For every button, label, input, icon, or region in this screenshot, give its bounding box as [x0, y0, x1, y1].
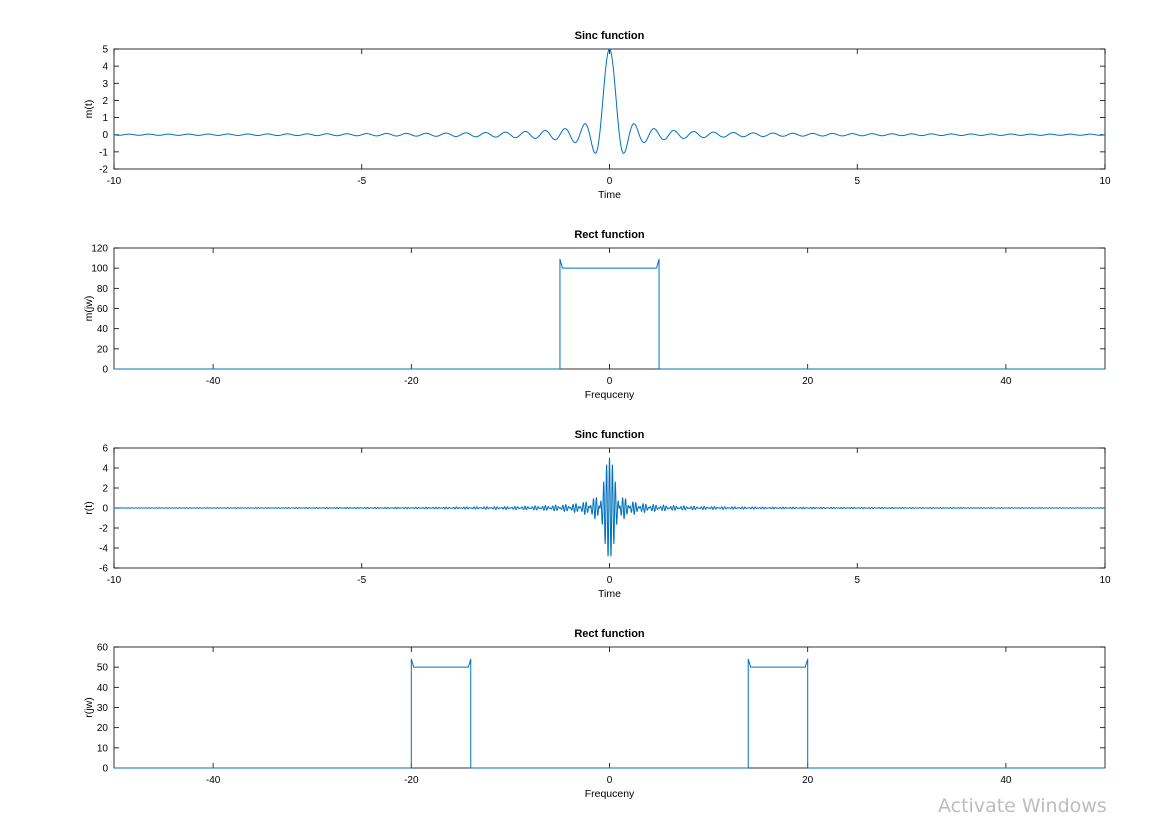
y-tick-label: -2 — [99, 524, 108, 535]
y-tick-label: 60 — [97, 643, 109, 654]
x-tick-label: 10 — [1099, 575, 1111, 586]
series-line — [113, 457, 1106, 557]
y-tick-label: 80 — [97, 284, 109, 295]
activate-windows-watermark: Activate Windows — [938, 795, 1107, 817]
y-tick-label: 40 — [97, 683, 109, 694]
x-tick-label: 40 — [1000, 775, 1012, 786]
x-axis-label: Frequceny — [585, 389, 635, 401]
x-tick-label: 10 — [1099, 176, 1111, 187]
x-tick-label: -20 — [404, 376, 419, 387]
x-tick-label: 20 — [802, 775, 814, 786]
x-tick-label: 40 — [1000, 376, 1012, 387]
x-tick-label: 0 — [607, 376, 613, 387]
chart-title: Rect function — [574, 229, 645, 241]
x-tick-label: -5 — [357, 575, 366, 586]
chart-3: Sinc function -10 -5 0 5 10 -6 -4 -2 0 2 4 6 Time r(t) — [83, 429, 1111, 600]
y-tick-label: 2 — [102, 96, 108, 107]
series-line — [113, 48, 1106, 154]
x-tick-label: -10 — [107, 575, 122, 586]
x-tick-label: 5 — [854, 176, 860, 187]
y-tick-label: 4 — [102, 464, 108, 475]
chart-2: Rect function -40 -20 0 20 40 0 20 40 60 80 100 120 F… — [83, 229, 1106, 401]
x-axis-label: Time — [598, 588, 621, 600]
x-tick-label: 0 — [607, 575, 613, 586]
y-tick-label: 1 — [102, 113, 108, 124]
y-tick-label: 2 — [102, 484, 108, 495]
chart-title: Rect function — [574, 628, 645, 640]
plot-box — [113, 48, 1106, 170]
plot-box — [113, 646, 1106, 769]
y-tick-label: -4 — [99, 544, 108, 555]
x-tick-label: 5 — [854, 575, 860, 586]
y-axis-label: m(t) — [83, 100, 95, 119]
y-tick-label: -2 — [99, 165, 108, 176]
chart-title: Sinc function — [575, 429, 645, 441]
y-tick-label: -1 — [99, 147, 108, 158]
x-tick-label: 0 — [607, 775, 613, 786]
y-tick-label: 50 — [97, 663, 109, 674]
y-tick-label: 60 — [97, 304, 109, 315]
plot-box — [113, 247, 1106, 370]
y-tick-label: 30 — [97, 703, 109, 714]
chart-title: Sinc function — [575, 30, 645, 42]
y-tick-label: 10 — [97, 743, 109, 754]
y-tick-label: 20 — [97, 344, 109, 355]
y-axis-label: m(jw) — [83, 296, 95, 322]
y-tick-label: 40 — [97, 324, 109, 335]
y-tick-label: 6 — [102, 444, 108, 455]
y-axis-label: r(t) — [83, 501, 95, 514]
x-tick-label: -5 — [357, 176, 366, 187]
y-tick-label: 3 — [102, 79, 108, 90]
x-axis-label: Time — [598, 189, 621, 201]
x-tick-label: -40 — [206, 775, 221, 786]
y-tick-label: 0 — [102, 365, 108, 376]
y-tick-label: 120 — [91, 244, 108, 255]
x-tick-label: -10 — [107, 176, 122, 187]
y-tick-label: 0 — [102, 764, 108, 775]
x-tick-label: -40 — [206, 376, 221, 387]
series-line — [114, 658, 1105, 769]
y-tick-label: -6 — [99, 564, 108, 575]
chart-4: Rect function -40 -20 0 20 40 0 10 20 30 40 50 60 Fre… — [83, 628, 1106, 800]
y-axis-label: r(jw) — [83, 697, 95, 717]
series-line — [114, 258, 1105, 370]
x-axis-label: Frequceny — [585, 788, 635, 800]
y-tick-label: 5 — [102, 45, 108, 56]
y-tick-label: 20 — [97, 723, 109, 734]
y-tick-label: 4 — [102, 62, 108, 73]
y-tick-label: 100 — [91, 264, 108, 275]
x-tick-label: 0 — [607, 176, 613, 187]
y-tick-label: 0 — [102, 130, 108, 141]
y-tick-label: 0 — [102, 504, 108, 515]
x-tick-label: 20 — [802, 376, 814, 387]
x-tick-label: -20 — [404, 775, 419, 786]
